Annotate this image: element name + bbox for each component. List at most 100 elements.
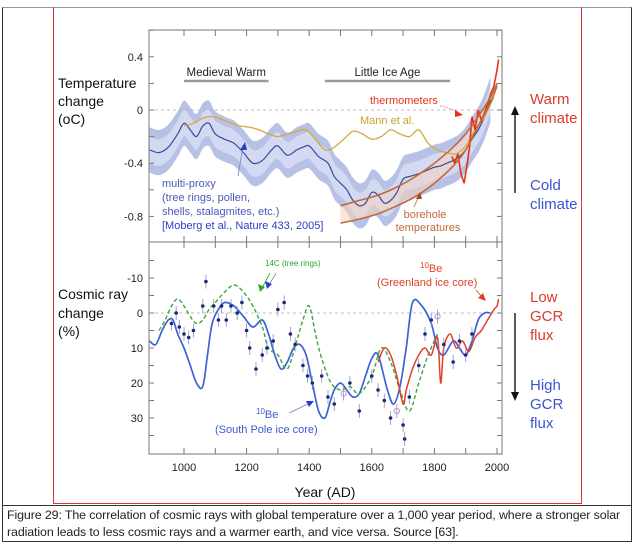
be-sp-arrowhead bbox=[306, 401, 314, 407]
low-gcr-label-2: GCR bbox=[530, 308, 564, 325]
x-axis-label: Year (AD) bbox=[295, 484, 356, 500]
x-tick-label-1200: 1200 bbox=[234, 462, 258, 474]
thermometers-label: thermometers bbox=[370, 95, 438, 107]
cosmic-ylabel-1: Cosmic ray bbox=[58, 286, 128, 302]
warm-arrowhead bbox=[511, 106, 519, 115]
multiproxy-line bbox=[149, 99, 491, 207]
temperature-tick-label: -0.4 bbox=[124, 158, 143, 170]
be-sp-main: Be bbox=[265, 409, 278, 421]
data-point bbox=[224, 318, 229, 322]
be-greenland-line bbox=[377, 298, 500, 406]
data-point bbox=[407, 395, 412, 399]
data-point bbox=[357, 409, 362, 413]
data-point bbox=[276, 307, 280, 312]
data-point bbox=[293, 342, 297, 347]
thermometers-line bbox=[451, 59, 500, 184]
be-gl-superscript: 10 bbox=[420, 261, 429, 270]
data-point bbox=[216, 318, 221, 322]
be-south-pole-label: 10Be bbox=[256, 407, 278, 421]
data-point bbox=[388, 416, 393, 420]
data-point bbox=[174, 311, 178, 315]
data-point bbox=[301, 363, 305, 368]
multiproxy-label-2: (tree rings, pollen, bbox=[162, 192, 250, 204]
data-point bbox=[393, 407, 400, 415]
c14-arrow bbox=[261, 272, 271, 289]
multiproxy-arrowhead bbox=[240, 142, 247, 150]
x-tick-label-1400: 1400 bbox=[297, 462, 321, 474]
c14-arrowhead bbox=[258, 284, 265, 292]
temperature-tick-label: 0 bbox=[137, 105, 143, 117]
data-point bbox=[186, 335, 191, 340]
be-sp-arrow bbox=[288, 402, 311, 414]
data-point bbox=[310, 381, 315, 385]
data-point bbox=[271, 339, 276, 343]
data-point bbox=[288, 332, 293, 336]
low-gcr-label-3: flux bbox=[530, 327, 554, 344]
data-point bbox=[240, 300, 244, 305]
data-point bbox=[319, 374, 324, 378]
cold-label-1: Cold bbox=[530, 177, 561, 194]
data-point bbox=[340, 390, 347, 397]
figure-frame bbox=[2, 7, 632, 542]
data-point bbox=[457, 339, 462, 343]
data-point bbox=[348, 381, 352, 385]
data-point bbox=[211, 304, 216, 308]
data-point bbox=[169, 321, 174, 326]
borehole-band bbox=[340, 83, 497, 224]
data-point bbox=[441, 342, 446, 347]
mann-line bbox=[183, 96, 495, 155]
warm-label-1: Warm bbox=[530, 91, 569, 108]
period-label-0: Medieval Warm bbox=[187, 67, 266, 79]
borehole-upper-line bbox=[340, 83, 498, 207]
axes: 1000 1200 1400 1600 1800 2000 0.4 0 -0.4 -0.8 -10 0… bbox=[124, 29, 509, 474]
cosmic-ray-panel bbox=[149, 274, 502, 446]
data-point bbox=[332, 402, 337, 406]
caption-box bbox=[2, 505, 632, 542]
be-greenland-sublabel: (Greenland ice core) bbox=[377, 277, 477, 289]
x-tick-label-2000: 2000 bbox=[485, 462, 509, 474]
temperature-ylabel-1: Temperature bbox=[58, 75, 137, 91]
multiproxy-label-1: multi-proxy bbox=[162, 178, 216, 190]
borehole-arrowhead bbox=[416, 192, 422, 199]
data-point bbox=[429, 318, 434, 322]
c14-label: 14C (tree rings) bbox=[265, 259, 321, 268]
data-point bbox=[177, 325, 182, 329]
data-point bbox=[451, 360, 455, 364]
high-gcr-label-2: GCR bbox=[530, 396, 564, 413]
data-point bbox=[305, 374, 310, 378]
borehole-label-2: temperatures bbox=[396, 222, 461, 234]
multiproxy-arrow bbox=[237, 145, 244, 177]
data-point bbox=[200, 304, 205, 308]
c14-arrowhead-2 bbox=[265, 281, 272, 289]
c14-label-text: 14C (tree rings) bbox=[265, 259, 321, 268]
mann-label: Mann et al. bbox=[360, 115, 414, 127]
data-point bbox=[219, 304, 224, 308]
data-point bbox=[463, 353, 468, 357]
data-point bbox=[282, 300, 286, 305]
figure-caption: Figure 29: The correlation of cosmic ray… bbox=[7, 508, 621, 539]
cosmic-tick-label: 20 bbox=[131, 378, 143, 390]
cosmic-tick-label: -10 bbox=[127, 273, 143, 285]
moberg-reference: [Moberg et al., Nature 433, 2005] bbox=[162, 220, 323, 232]
temperature-tick-label: -0.8 bbox=[124, 211, 143, 223]
cosmic-tick-label: 30 bbox=[131, 413, 143, 425]
data-point bbox=[416, 363, 421, 368]
cold-label-2: climate bbox=[530, 196, 578, 213]
temperature-tick-label: 0.4 bbox=[128, 52, 143, 64]
x-tick-label-1800: 1800 bbox=[422, 462, 446, 474]
be-south-pole-line bbox=[149, 298, 491, 420]
data-point bbox=[402, 437, 407, 441]
be-sp-superscript: 10 bbox=[256, 407, 265, 416]
low-gcr-label-1: Low bbox=[530, 289, 558, 306]
data-point bbox=[229, 304, 233, 308]
data-point bbox=[376, 388, 380, 392]
cosmic-ylabel-2: change bbox=[58, 305, 104, 321]
data-point bbox=[401, 423, 405, 427]
thermometers-arrowhead bbox=[455, 110, 463, 117]
temperature-ylabel-3: (oC) bbox=[58, 111, 85, 127]
c14-arrow-2 bbox=[268, 272, 277, 286]
data-point bbox=[182, 332, 186, 336]
gcr-arrowhead bbox=[511, 392, 519, 401]
data-point bbox=[423, 332, 427, 336]
